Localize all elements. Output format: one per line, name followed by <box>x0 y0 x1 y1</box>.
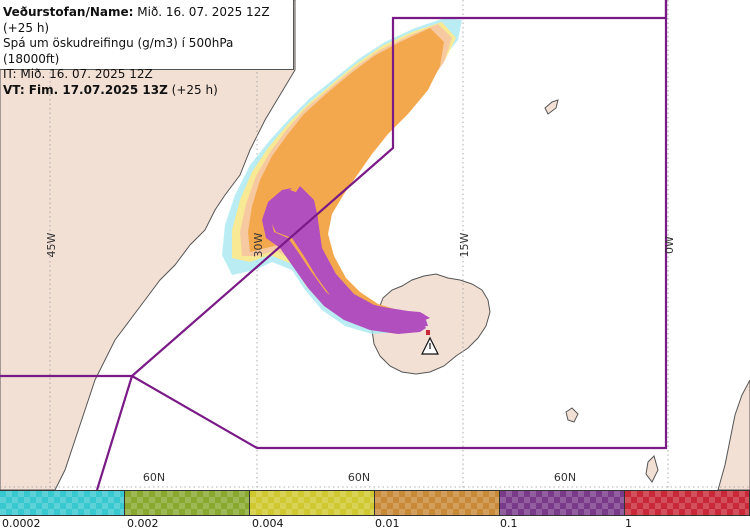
longitude-label-0w: 0W <box>663 236 676 254</box>
legend-label-4: 0.1 <box>500 517 518 530</box>
graticule <box>0 0 750 490</box>
longitude-label-45w: 45W <box>45 232 58 257</box>
issuer-label: Veðurstofan/Name: <box>3 5 134 19</box>
warning-triangle-icon <box>421 330 439 355</box>
initial-time: IT: Mið. 16. 07. 2025 12Z <box>3 67 153 81</box>
product-description: Spá um öskudreifingu (g/m3) í 500hPa (18… <box>3 36 234 66</box>
legend-label-5: 1 <box>625 517 632 530</box>
latitude-label-east: 60N <box>554 471 576 484</box>
legend-swatch-4 <box>500 491 625 515</box>
ash-medium-contour <box>248 28 444 320</box>
forecast-info-box: Veðurstofan/Name: Mið. 16. 07. 2025 12Z … <box>0 0 294 97</box>
issuer-line: Veðurstofan/Name: Mið. 16. 07. 2025 12Z … <box>3 5 293 36</box>
legend-label-1: 0.002 <box>127 517 159 530</box>
shetland-islands <box>645 455 659 483</box>
legend-swatch-1 <box>125 491 250 515</box>
valid-time-line: VT: Fim. 17.07.2025 13Z (+25 h) <box>3 83 293 99</box>
legend-swatch-5 <box>625 491 750 515</box>
greenland-landmass <box>0 0 296 490</box>
valid-time-offset: (+25 h) <box>167 82 218 97</box>
ash-dispersion-map: 45W 30W 15W 0W 60N 60N 60N <box>0 0 750 490</box>
legend-swatch-0 <box>0 491 125 515</box>
legend-labels: 0.0002 0.002 0.004 0.01 0.1 1 <box>0 516 750 532</box>
norway-coast <box>717 379 750 490</box>
latitude-label-west: 60N <box>143 471 165 484</box>
iceland-landmass <box>371 273 491 375</box>
longitude-label-15w: 15W <box>458 232 471 257</box>
longitude-label-30w: 30W <box>252 232 265 257</box>
concentration-legend <box>0 490 750 516</box>
issue-time: Mið. 16. 07. 2025 12Z (+25 h) <box>3 5 270 35</box>
airspace-boundary <box>0 0 668 490</box>
legend-label-2: 0.004 <box>252 517 284 530</box>
latitude-label-center: 60N <box>348 471 370 484</box>
faroe-islands <box>565 407 579 423</box>
ash-core <box>268 190 428 328</box>
jan-mayen-islet <box>544 99 559 115</box>
legend-swatch-3 <box>375 491 500 515</box>
legend-label-0: 0.0002 <box>2 517 41 530</box>
valid-time-label: VT: Fim. 17.07.2025 13Z <box>3 82 168 97</box>
legend-label-3: 0.01 <box>375 517 400 530</box>
legend-swatch-2 <box>250 491 375 515</box>
